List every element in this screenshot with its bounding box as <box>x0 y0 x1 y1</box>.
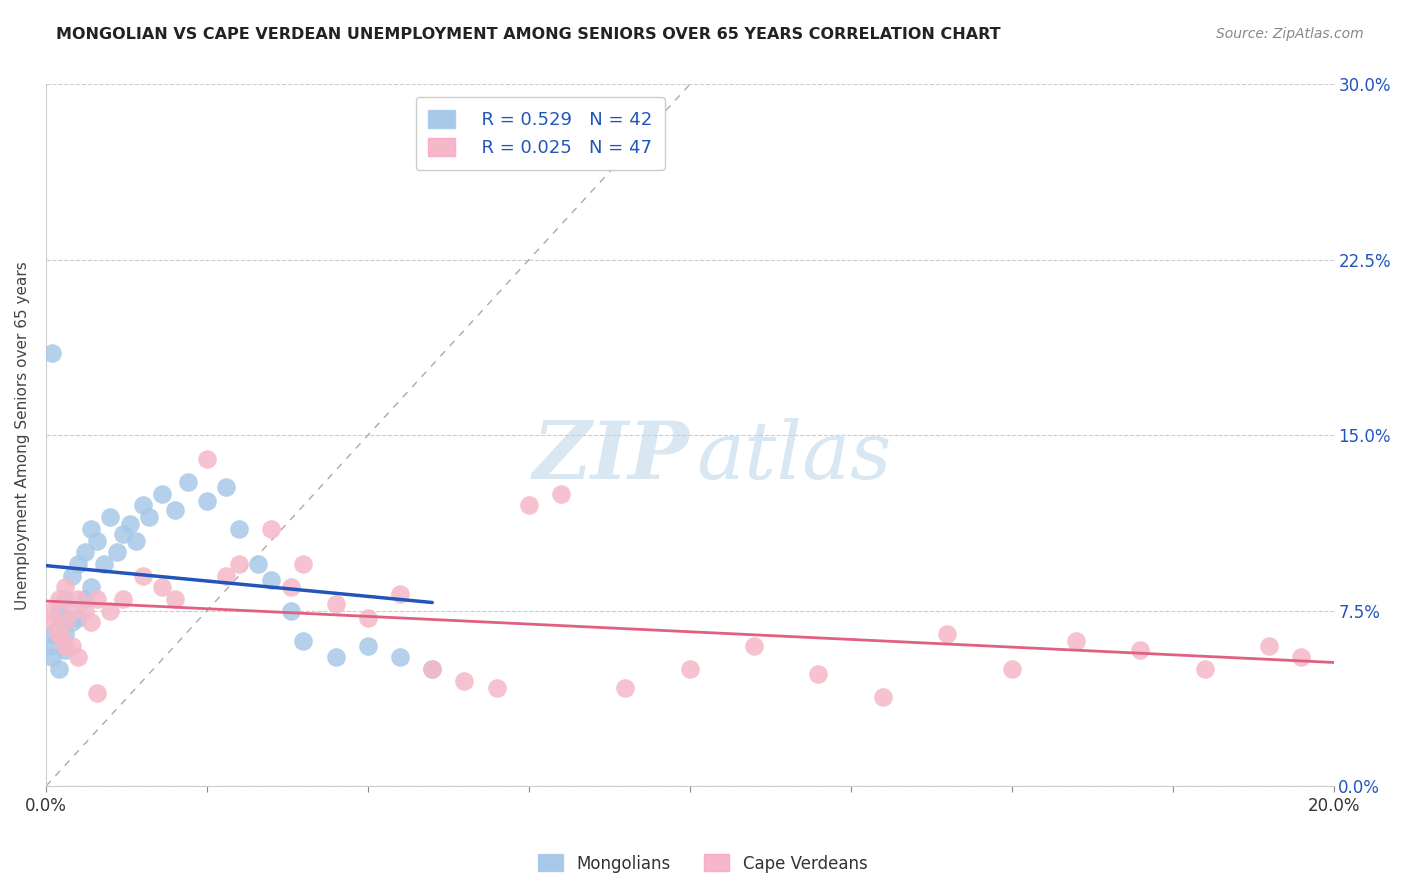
Text: ZIP: ZIP <box>533 417 690 495</box>
Point <box>357 639 380 653</box>
Point <box>80 580 103 594</box>
Point <box>98 510 121 524</box>
Point <box>150 580 173 594</box>
Point <box>67 650 90 665</box>
Point <box>41 346 63 360</box>
Point <box>742 639 765 653</box>
Point <box>325 597 347 611</box>
Point <box>86 685 108 699</box>
Point <box>260 522 283 536</box>
Point <box>80 615 103 630</box>
Point <box>86 533 108 548</box>
Point <box>807 666 830 681</box>
Point <box>53 611 76 625</box>
Point <box>53 627 76 641</box>
Point <box>73 592 96 607</box>
Point <box>60 639 83 653</box>
Point <box>73 545 96 559</box>
Point <box>1129 643 1152 657</box>
Point <box>118 517 141 532</box>
Point <box>112 526 135 541</box>
Point <box>53 592 76 607</box>
Point <box>60 615 83 630</box>
Point <box>176 475 198 489</box>
Point <box>163 592 186 607</box>
Point <box>936 627 959 641</box>
Point <box>215 480 238 494</box>
Point <box>150 487 173 501</box>
Point <box>195 493 218 508</box>
Point <box>48 662 70 676</box>
Point <box>48 627 70 641</box>
Point <box>420 662 443 676</box>
Point <box>60 568 83 582</box>
Point <box>48 627 70 641</box>
Point <box>53 615 76 630</box>
Point <box>614 681 637 695</box>
Point <box>163 503 186 517</box>
Point <box>357 611 380 625</box>
Point <box>215 568 238 582</box>
Legend: Mongolians, Cape Verdeans: Mongolians, Cape Verdeans <box>531 847 875 880</box>
Point <box>48 620 70 634</box>
Point <box>550 487 572 501</box>
Point <box>292 634 315 648</box>
Text: atlas: atlas <box>696 417 891 495</box>
Point <box>67 557 90 571</box>
Point <box>48 592 70 607</box>
Point <box>53 643 76 657</box>
Point <box>280 604 302 618</box>
Point <box>872 690 894 705</box>
Point <box>679 662 702 676</box>
Point <box>41 639 63 653</box>
Text: MONGOLIAN VS CAPE VERDEAN UNEMPLOYMENT AMONG SENIORS OVER 65 YEARS CORRELATION C: MONGOLIAN VS CAPE VERDEAN UNEMPLOYMENT A… <box>56 27 1001 42</box>
Point <box>292 557 315 571</box>
Point <box>86 592 108 607</box>
Point <box>453 673 475 688</box>
Point <box>41 627 63 641</box>
Point <box>1291 650 1313 665</box>
Point <box>195 451 218 466</box>
Point <box>420 662 443 676</box>
Point <box>280 580 302 594</box>
Point <box>60 604 83 618</box>
Point <box>389 587 412 601</box>
Point <box>98 604 121 618</box>
Point <box>67 611 90 625</box>
Point <box>517 499 540 513</box>
Point <box>73 604 96 618</box>
Point <box>112 592 135 607</box>
Point <box>131 499 153 513</box>
Point <box>1001 662 1024 676</box>
Point <box>389 650 412 665</box>
Point <box>93 557 115 571</box>
Point <box>48 604 70 618</box>
Point <box>67 592 90 607</box>
Point <box>228 557 250 571</box>
Point <box>131 568 153 582</box>
Point <box>1258 639 1281 653</box>
Point <box>41 650 63 665</box>
Point <box>41 604 63 618</box>
Text: Source: ZipAtlas.com: Source: ZipAtlas.com <box>1216 27 1364 41</box>
Point <box>260 574 283 588</box>
Point <box>53 580 76 594</box>
Point <box>228 522 250 536</box>
Point <box>247 557 270 571</box>
Point <box>1064 634 1087 648</box>
Point <box>105 545 128 559</box>
Point <box>1194 662 1216 676</box>
Point <box>125 533 148 548</box>
Legend:   R = 0.529   N = 42,   R = 0.025   N = 47: R = 0.529 N = 42, R = 0.025 N = 47 <box>416 97 665 170</box>
Point <box>53 639 76 653</box>
Point <box>138 510 160 524</box>
Point <box>325 650 347 665</box>
Y-axis label: Unemployment Among Seniors over 65 years: Unemployment Among Seniors over 65 years <box>15 261 30 609</box>
Point <box>485 681 508 695</box>
Point <box>41 615 63 630</box>
Point <box>80 522 103 536</box>
